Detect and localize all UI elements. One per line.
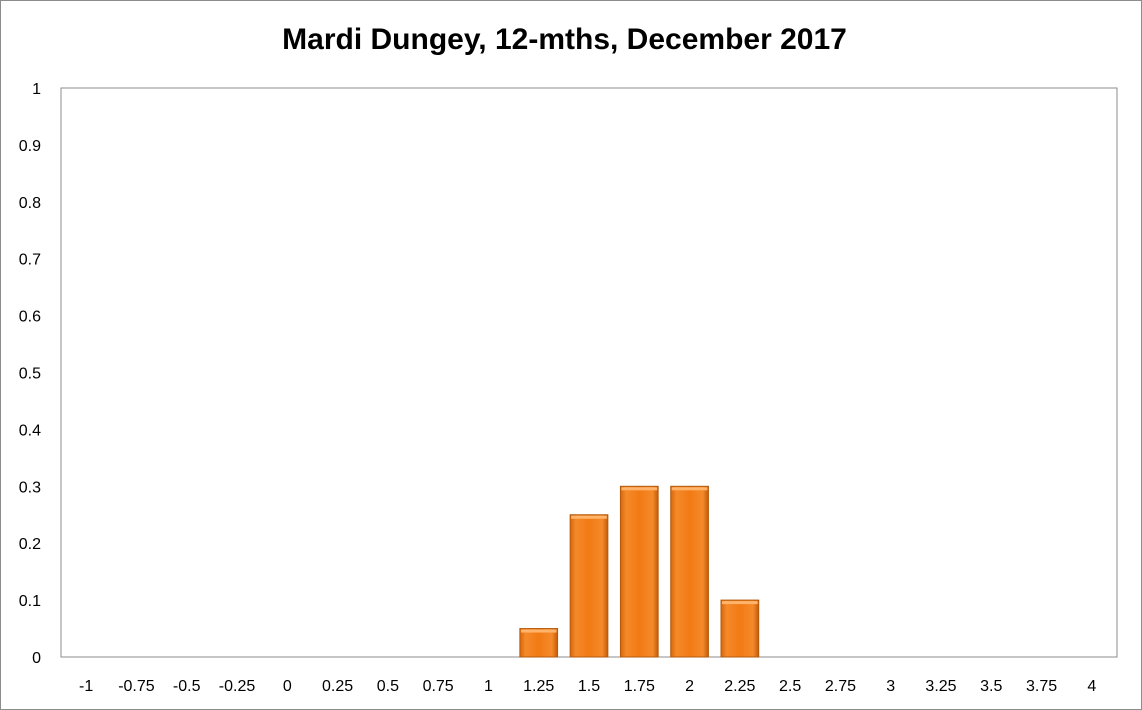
y-tick-label: 1 bbox=[32, 81, 41, 98]
x-tick-label: 3.75 bbox=[1026, 678, 1057, 695]
x-tick-label: 1.5 bbox=[578, 678, 600, 695]
x-tick-label: -0.5 bbox=[173, 678, 201, 695]
y-tick-label: 0 bbox=[32, 650, 41, 667]
y-tick-label: 0.5 bbox=[19, 366, 41, 383]
x-tick-label: 3.25 bbox=[925, 678, 956, 695]
x-tick-label: 0.5 bbox=[377, 678, 399, 695]
bar bbox=[619, 485, 659, 658]
y-tick-label: 0.9 bbox=[19, 138, 41, 155]
bar-highlight bbox=[621, 487, 658, 491]
x-tick-label: 3.5 bbox=[980, 678, 1002, 695]
x-tick-label: 2.5 bbox=[779, 678, 801, 695]
bar bbox=[569, 514, 609, 658]
x-tick-label: 2.75 bbox=[825, 678, 856, 695]
y-tick-label: 0.6 bbox=[19, 309, 41, 326]
x-tick-label: -0.25 bbox=[219, 678, 256, 695]
bar-highlight bbox=[571, 515, 607, 519]
bar bbox=[670, 485, 709, 658]
y-tick-label: 0.2 bbox=[19, 536, 41, 553]
bar-highlight bbox=[722, 601, 758, 605]
bar-highlight bbox=[671, 487, 708, 491]
x-tick-label: 0.75 bbox=[423, 678, 454, 695]
x-tick-label: 1.25 bbox=[523, 678, 554, 695]
x-tick-label: 2 bbox=[685, 678, 694, 695]
x-tick-label: 3 bbox=[886, 678, 895, 695]
y-tick-label: 0.8 bbox=[19, 195, 41, 212]
y-tick-label: 0.3 bbox=[19, 479, 41, 496]
bar bbox=[519, 628, 559, 658]
x-tick-label: 1 bbox=[484, 678, 493, 695]
y-tick-label: 0.1 bbox=[19, 593, 41, 610]
x-tick-label: 4 bbox=[1087, 678, 1096, 695]
x-tick-label: 2.25 bbox=[724, 678, 755, 695]
bar-highlight bbox=[520, 629, 557, 633]
x-tick-label: 0.25 bbox=[322, 678, 353, 695]
x-tick-label: 0 bbox=[283, 678, 292, 695]
chart-title: Mardi Dungey, 12-mths, December 2017 bbox=[282, 23, 847, 56]
x-tick-label: 1.75 bbox=[624, 678, 655, 695]
bar bbox=[720, 599, 760, 658]
x-tick-label: -1 bbox=[79, 678, 93, 695]
x-tick-label: -0.75 bbox=[118, 678, 155, 695]
y-tick-label: 0.4 bbox=[19, 422, 41, 439]
y-tick-label: 0.7 bbox=[19, 252, 41, 269]
